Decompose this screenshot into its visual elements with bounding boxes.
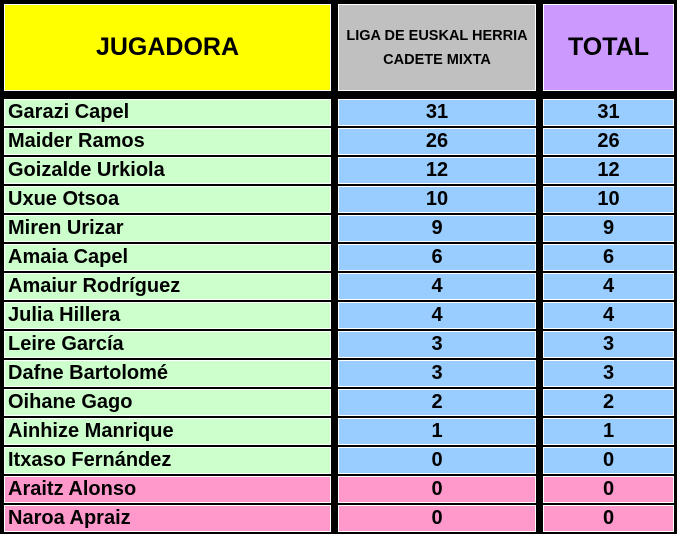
league-score-highlighted: 0 <box>338 476 536 503</box>
total-score: 4 <box>543 302 674 329</box>
player-name: Amaiur Rodríguez <box>4 273 331 300</box>
total-score: 12 <box>543 157 674 184</box>
league-score: 6 <box>338 244 536 271</box>
player-name-highlighted: Araitz Alonso <box>4 476 331 503</box>
league-score: 2 <box>338 389 536 416</box>
league-score: 4 <box>338 302 536 329</box>
total-score: 2 <box>543 389 674 416</box>
total-score: 26 <box>543 128 674 155</box>
header-league: LIGA DE EUSKAL HERRIA CADETE MIXTA <box>338 4 536 91</box>
player-name: Miren Urizar <box>4 215 331 242</box>
league-score-highlighted: 0 <box>338 505 536 532</box>
total-score: 9 <box>543 215 674 242</box>
header-spacer <box>4 93 674 97</box>
total-score: 3 <box>543 360 674 387</box>
league-score: 3 <box>338 360 536 387</box>
player-name: Garazi Capel <box>4 99 331 126</box>
total-score-highlighted: 0 <box>543 505 674 532</box>
league-score: 4 <box>338 273 536 300</box>
league-score: 31 <box>338 99 536 126</box>
total-score: 0 <box>543 447 674 474</box>
league-score: 12 <box>338 157 536 184</box>
total-score: 31 <box>543 99 674 126</box>
player-name: Itxaso Fernández <box>4 447 331 474</box>
total-score: 3 <box>543 331 674 358</box>
header-total: TOTAL <box>543 4 674 91</box>
header-player: JUGADORA <box>4 4 331 91</box>
player-name: Amaia Capel <box>4 244 331 271</box>
league-score: 10 <box>338 186 536 213</box>
player-name: Ainhize Manrique <box>4 418 331 445</box>
player-name: Oihane Gago <box>4 389 331 416</box>
player-name: Maider Ramos <box>4 128 331 155</box>
total-score: 6 <box>543 244 674 271</box>
league-score: 26 <box>338 128 536 155</box>
league-score: 0 <box>338 447 536 474</box>
total-score: 1 <box>543 418 674 445</box>
player-name: Dafne Bartolomé <box>4 360 331 387</box>
player-name: Julia Hillera <box>4 302 331 329</box>
league-score: 9 <box>338 215 536 242</box>
player-name: Goizalde Urkiola <box>4 157 331 184</box>
total-score-highlighted: 0 <box>543 476 674 503</box>
total-score: 4 <box>543 273 674 300</box>
league-score: 1 <box>338 418 536 445</box>
player-name: Leire García <box>4 331 331 358</box>
scores-table: JUGADORA LIGA DE EUSKAL HERRIA CADETE MI… <box>4 4 674 532</box>
total-score: 10 <box>543 186 674 213</box>
player-name: Uxue Otsoa <box>4 186 331 213</box>
player-name-highlighted: Naroa Apraiz <box>4 505 331 532</box>
league-score: 3 <box>338 331 536 358</box>
